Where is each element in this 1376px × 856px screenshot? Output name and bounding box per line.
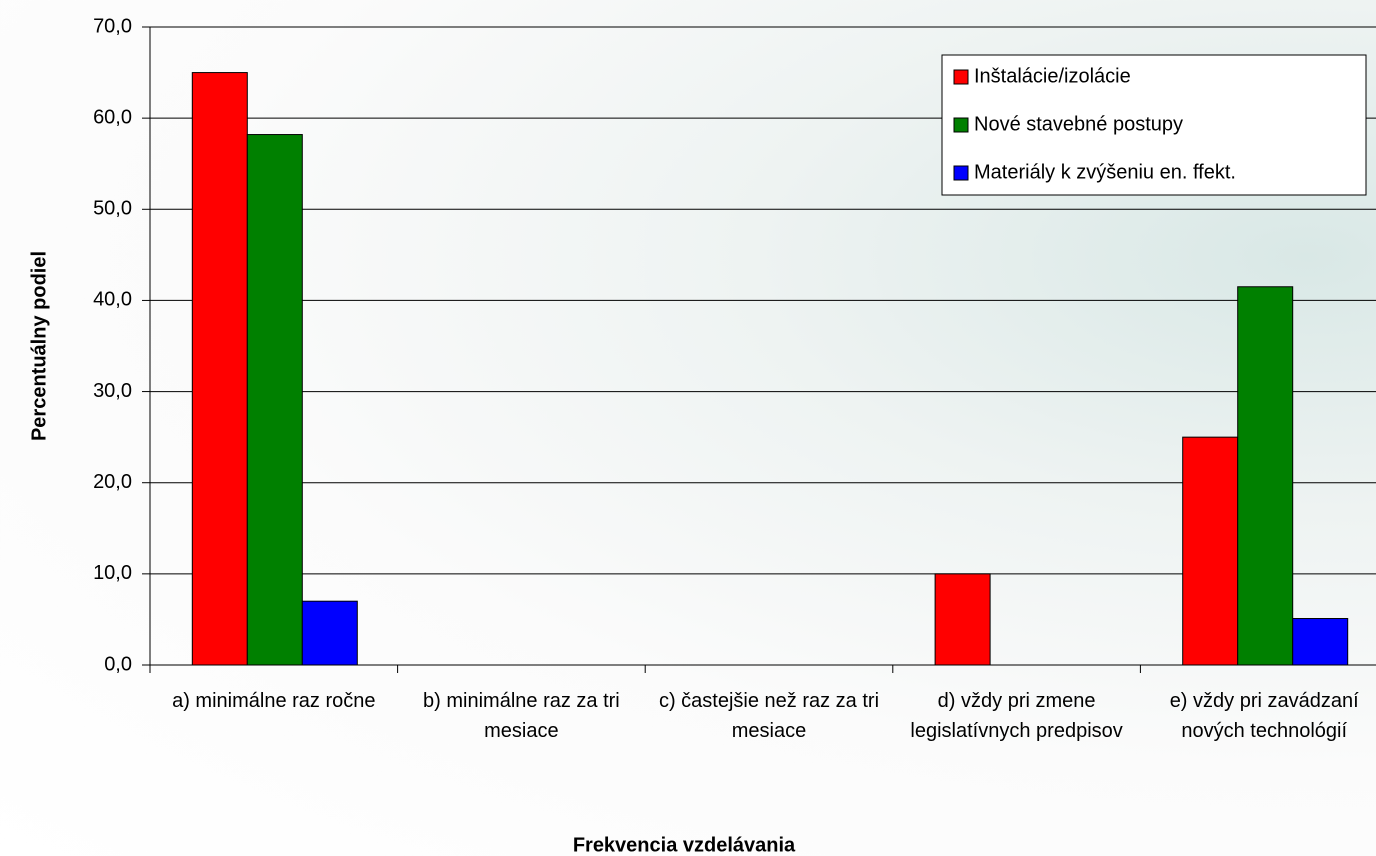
y-tick-label: 10,0 xyxy=(93,562,132,584)
legend-swatch xyxy=(953,117,969,133)
legend-swatch xyxy=(953,69,969,85)
bar xyxy=(934,573,991,666)
bar xyxy=(1292,618,1349,666)
x-tick-label: c) častejšie než raz za tri mesiace xyxy=(658,690,880,742)
bar xyxy=(301,600,358,666)
x-axis-title: Frekvencia vzdelávania xyxy=(573,834,796,856)
bar xyxy=(1182,436,1239,666)
legend-label: Materiály k zvýšeniu en. ffekt. xyxy=(974,161,1236,183)
y-tick-label: 30,0 xyxy=(93,380,132,402)
y-tick-label: 40,0 xyxy=(93,289,132,311)
x-tick-label: a) minimálne raz ročne xyxy=(172,690,376,712)
x-tick-label: d) vždy pri zmene legislatívnych predpis… xyxy=(910,690,1123,742)
y-tick-label: 50,0 xyxy=(93,198,132,220)
legend-swatch xyxy=(953,165,969,181)
bar xyxy=(1237,286,1294,666)
y-axis-title: Percentuálny podiel xyxy=(28,251,50,441)
x-tick-label: e) vždy pri zavádzaní nových technológií xyxy=(1169,690,1359,742)
legend-box xyxy=(941,54,1367,196)
legend-label: Inštalácie/izolácie xyxy=(974,65,1131,87)
y-tick-label: 20,0 xyxy=(93,471,132,493)
legend-label: Nové stavebné postupy xyxy=(974,113,1183,135)
y-tick-label: 60,0 xyxy=(93,106,132,128)
x-tick-label: b) minimálne raz za tri mesiace xyxy=(423,690,620,742)
y-tick-label: 70,0 xyxy=(93,15,132,37)
y-tick-label: 0,0 xyxy=(104,653,132,675)
bar xyxy=(246,134,303,666)
bar xyxy=(191,72,248,666)
